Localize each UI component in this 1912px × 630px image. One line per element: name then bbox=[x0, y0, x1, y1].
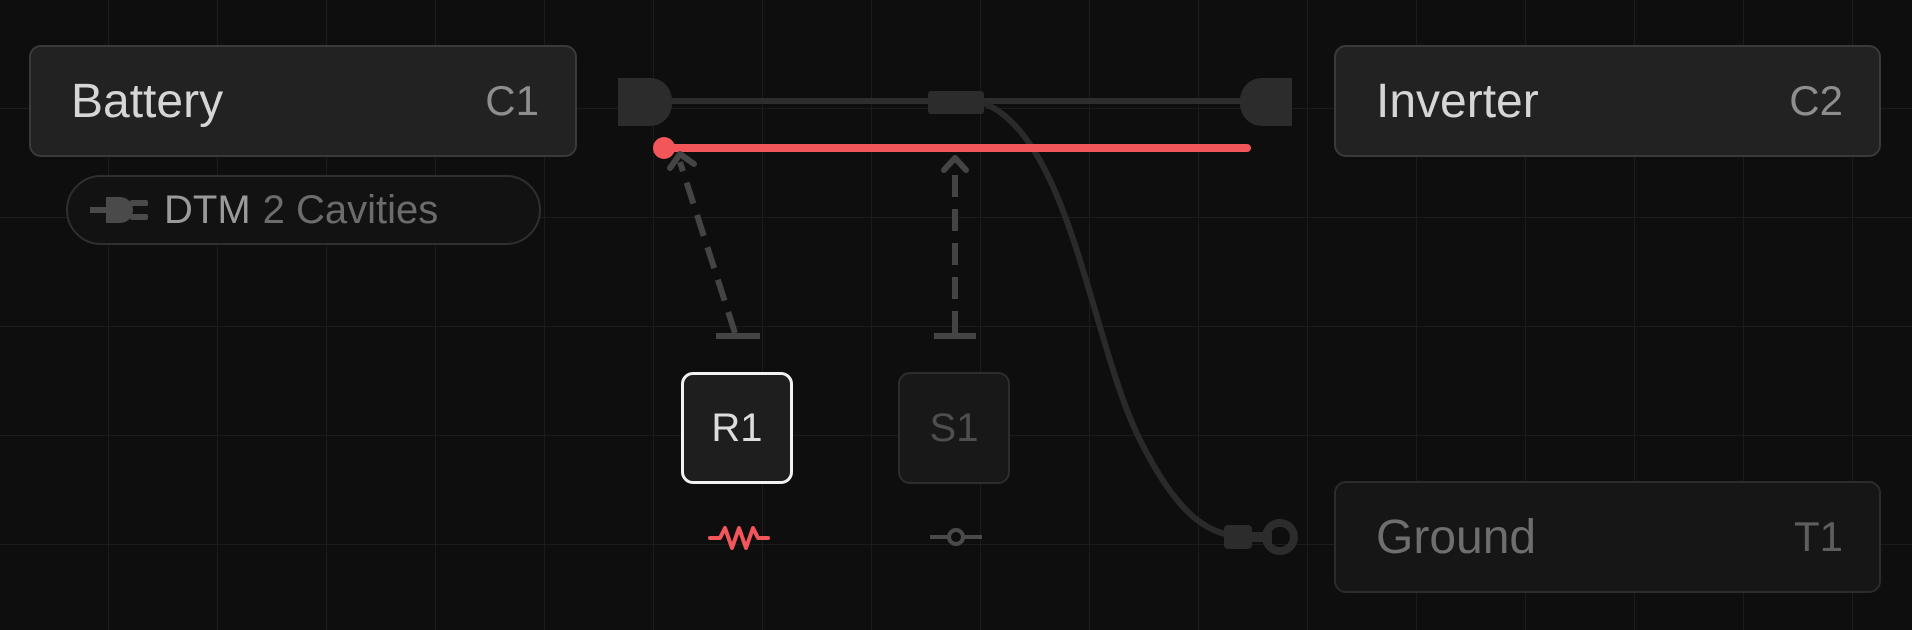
inverter-ref: C2 bbox=[1789, 77, 1843, 124]
s1-link-arrow bbox=[934, 155, 976, 339]
inverter-pin-icon[interactable] bbox=[1240, 78, 1292, 126]
ground-wire[interactable] bbox=[977, 98, 1241, 539]
r1-link-arrow bbox=[667, 151, 760, 339]
r1-component[interactable]: R1 bbox=[681, 372, 793, 484]
ground-terminal[interactable]: Ground T1 bbox=[1334, 481, 1881, 593]
battery-ref: C1 bbox=[485, 77, 539, 124]
splice-node[interactable] bbox=[928, 91, 984, 114]
switch-icon bbox=[930, 528, 982, 546]
cavity-count: 2 Cavities bbox=[262, 187, 439, 232]
connector-code: DTM bbox=[164, 187, 251, 232]
ring-terminal-icon[interactable] bbox=[1224, 519, 1298, 555]
battery-title: Battery bbox=[71, 74, 224, 128]
s1-component[interactable]: S1 bbox=[898, 372, 1010, 484]
inverter-title: Inverter bbox=[1376, 74, 1539, 128]
selected-wire[interactable] bbox=[653, 137, 1251, 159]
ground-ref: T1 bbox=[1793, 513, 1843, 560]
battery-connector[interactable]: Battery C1 bbox=[29, 45, 577, 157]
battery-pin-icon[interactable] bbox=[618, 78, 672, 126]
ground-title: Ground bbox=[1376, 510, 1537, 564]
resistor-icon bbox=[708, 526, 770, 550]
inverter-connector[interactable]: Inverter C2 bbox=[1334, 45, 1881, 157]
connector-type-pill[interactable]: DTM 2 Cavities bbox=[66, 175, 541, 245]
plug-icon bbox=[90, 197, 148, 223]
